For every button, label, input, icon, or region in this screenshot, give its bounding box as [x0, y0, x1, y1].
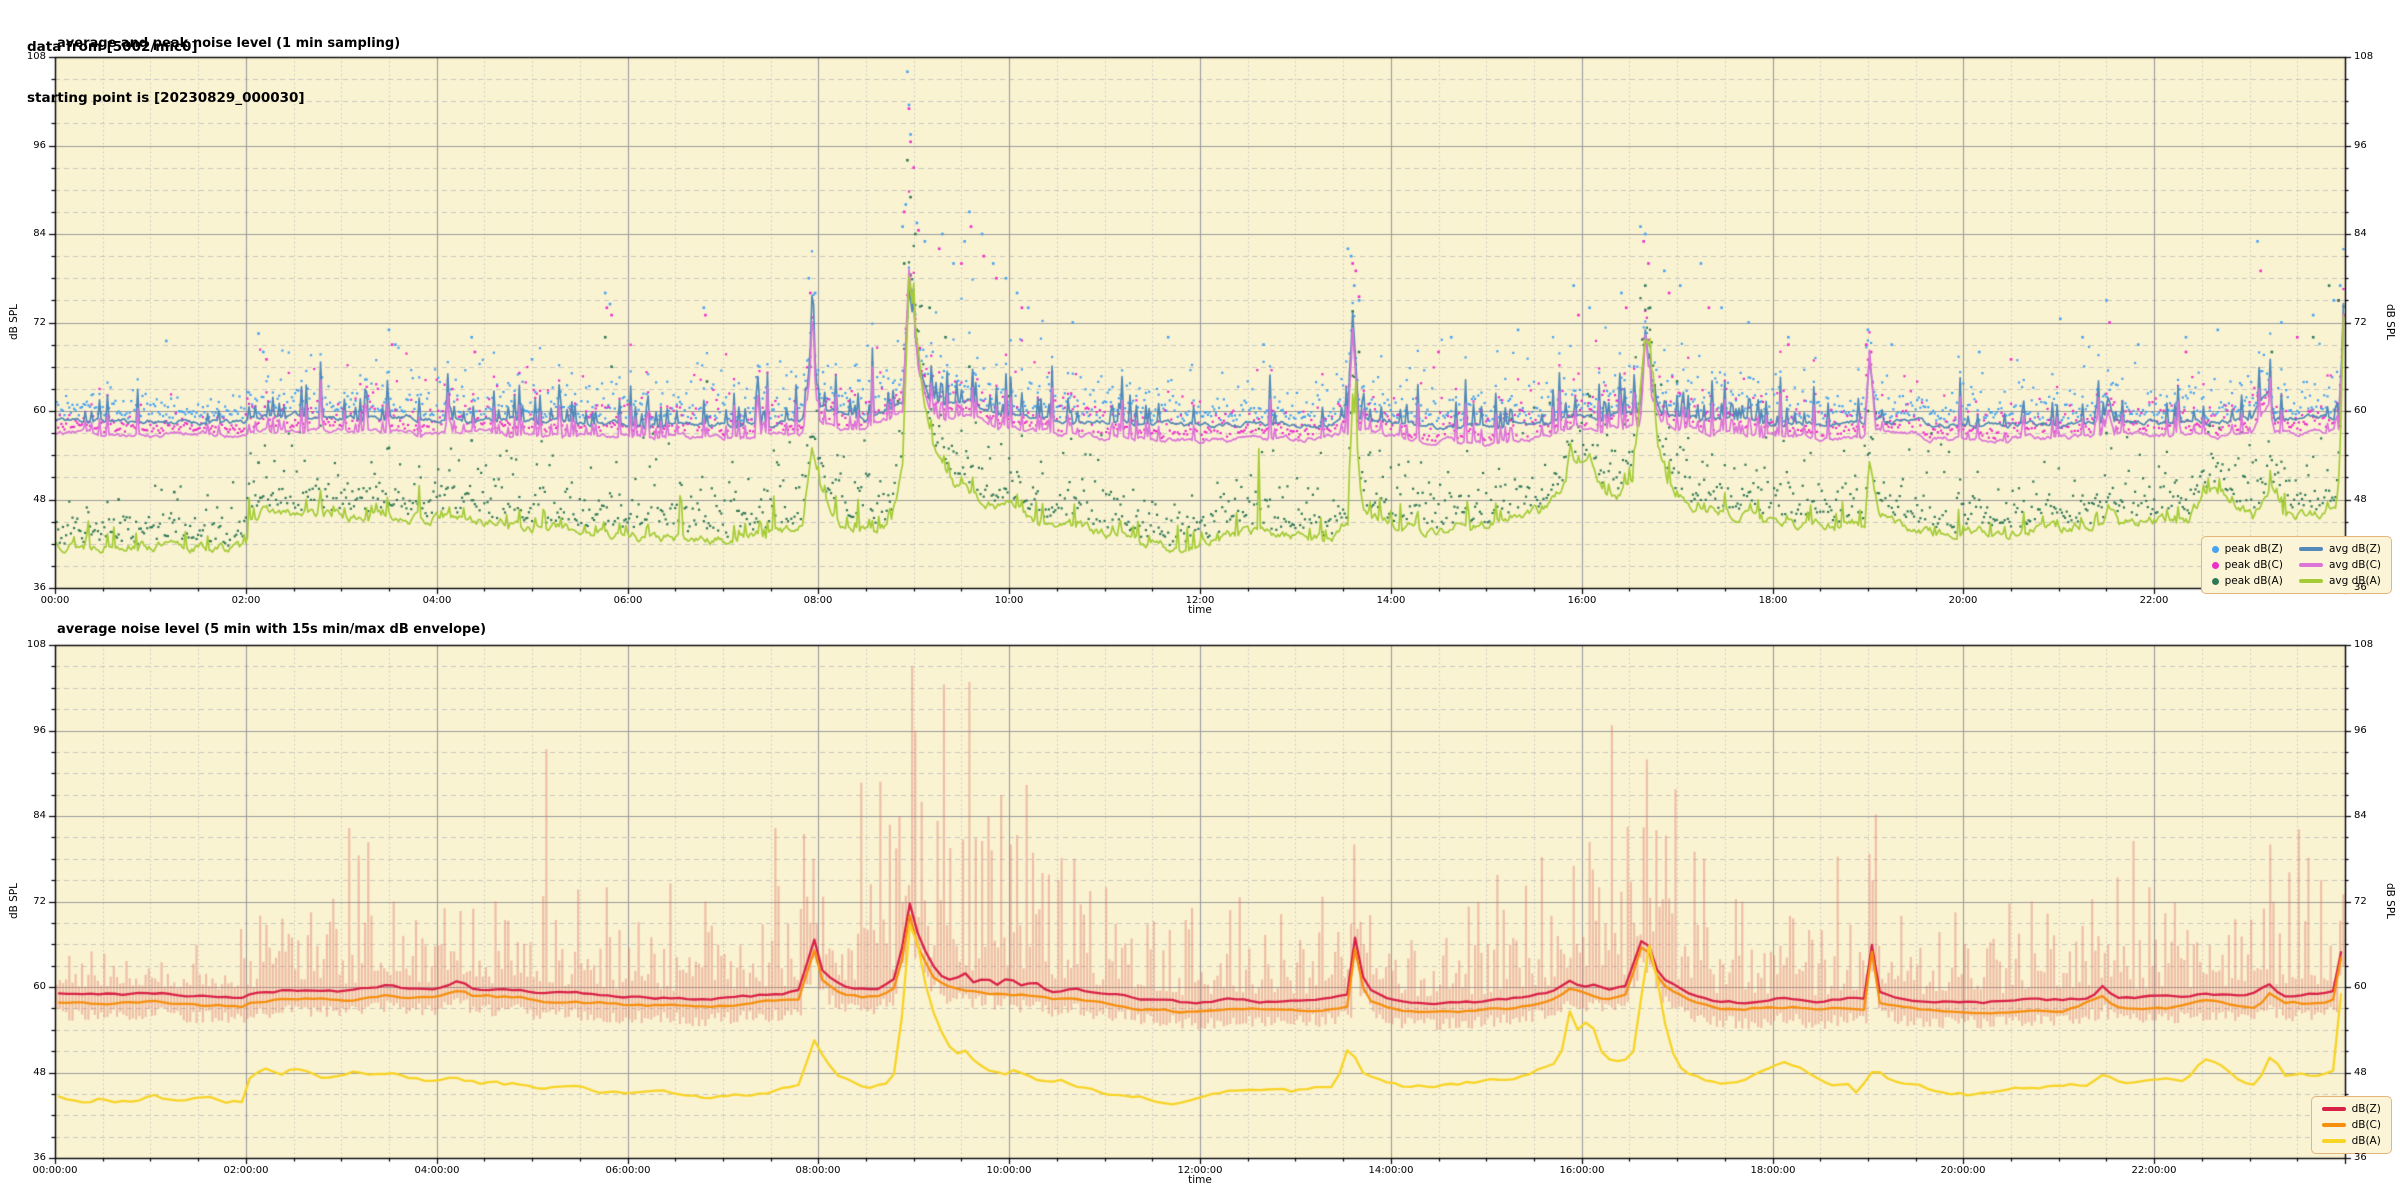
top-chart-title: average and peak noise level (1 min samp… — [57, 36, 401, 51]
ytick-right-36: 36 — [2354, 582, 2367, 593]
xtick-00:00: 00:00 — [40, 595, 70, 606]
ytick-left-60: 60 — [33, 981, 46, 992]
xtick-14:00:00: 14:00:00 — [1368, 1165, 1414, 1176]
header-line-source: data from [5002/mic0] — [27, 39, 198, 55]
ytick-right-60: 60 — [2354, 405, 2367, 416]
legend-column-avgs: avg dB(Z) avg dB(C) avg dB(A) — [2298, 542, 2381, 588]
xtick-16:00: 16:00 — [1567, 595, 1597, 606]
ytick-left-72: 72 — [33, 317, 46, 328]
legend-column-lines: dB(Z) dB(C) dB(A) — [2321, 1102, 2381, 1148]
xtick-10:00:00: 10:00:00 — [986, 1165, 1032, 1176]
ytick-left-84: 84 — [33, 810, 46, 821]
xtick-08:00:00: 08:00:00 — [795, 1165, 841, 1176]
ytick-left-36: 36 — [33, 582, 46, 593]
xtick-06:00:00: 06:00:00 — [605, 1165, 651, 1176]
ytick-left-48: 48 — [33, 1067, 46, 1078]
ytick-right-48: 48 — [2354, 1067, 2367, 1078]
xtick-04:00:00: 04:00:00 — [414, 1165, 460, 1176]
xtick-06:00: 06:00 — [613, 595, 643, 606]
legend-label: dB(C) — [2351, 1119, 2381, 1131]
legend-item-db-a-: dB(A) — [2321, 1134, 2381, 1148]
ytick-right-96: 96 — [2354, 140, 2367, 151]
legend-item-db-c-: dB(C) — [2321, 1118, 2381, 1132]
legend-label: dB(Z) — [2351, 1103, 2381, 1115]
ytick-right-48: 48 — [2354, 494, 2367, 505]
xtick-02:00:00: 02:00:00 — [223, 1165, 269, 1176]
legend-column-peaks: peak dB(Z) peak dB(C) peak dB(A) — [2211, 542, 2283, 588]
legend-item-db-z-: dB(Z) — [2321, 1102, 2381, 1116]
line-swatch-icon — [2298, 547, 2323, 551]
legend-item-peak-db-z-: peak dB(Z) — [2211, 542, 2283, 556]
dot-swatch-icon — [2211, 545, 2219, 553]
legend-label: avg dB(C) — [2328, 559, 2381, 571]
ytick-right-108: 108 — [2354, 51, 2374, 62]
bottom-chart-legend: dB(Z) dB(C) dB(A) — [2310, 1096, 2392, 1154]
legend-item-avg-db-a-: avg dB(A) — [2298, 574, 2381, 588]
xtick-12:00: 12:00 — [1185, 595, 1215, 606]
ytick-right-108: 108 — [2354, 639, 2374, 650]
ytick-left-48: 48 — [33, 494, 46, 505]
ytick-left-72: 72 — [33, 896, 46, 907]
ytick-left-96: 96 — [33, 140, 46, 151]
dot-swatch-icon — [2211, 577, 2219, 585]
legend-label: avg dB(A) — [2328, 575, 2381, 587]
ytick-left-36: 36 — [33, 1152, 46, 1163]
ytick-left-84: 84 — [33, 228, 46, 239]
xtick-22:00: 22:00 — [2139, 595, 2169, 606]
xtick-20:00: 20:00 — [1948, 595, 1978, 606]
ytick-left-60: 60 — [33, 405, 46, 416]
xtick-04:00: 04:00 — [422, 595, 452, 606]
dot-swatch-icon — [2211, 561, 2219, 569]
ytick-right-84: 84 — [2354, 810, 2367, 821]
xtick-16:00:00: 16:00:00 — [1559, 1165, 1605, 1176]
ytick-right-84: 84 — [2354, 228, 2367, 239]
legend-item-avg-db-c-: avg dB(C) — [2298, 558, 2381, 572]
ytick-right-72: 72 — [2354, 317, 2367, 328]
top-chart-ylabel-right: dB SPL — [2384, 303, 2396, 341]
ytick-right-36: 36 — [2354, 1152, 2367, 1163]
line-swatch-icon — [2321, 1139, 2346, 1143]
header: data from [5002/mic0] starting point is … — [27, 5, 305, 141]
xtick-08:00: 08:00 — [803, 595, 833, 606]
legend-label: peak dB(C) — [2224, 559, 2283, 571]
xtick-00:00:00: 00:00:00 — [32, 1165, 78, 1176]
legend-item-peak-db-c-: peak dB(C) — [2211, 558, 2283, 572]
xtick-10:00: 10:00 — [994, 595, 1024, 606]
top-chart-xlabel: time — [1188, 604, 1212, 616]
xtick-22:00:00: 22:00:00 — [2131, 1165, 2177, 1176]
legend-label: peak dB(A) — [2224, 575, 2283, 587]
ytick-left-108: 108 — [26, 51, 46, 62]
legend-label: avg dB(Z) — [2328, 543, 2381, 555]
xtick-18:00:00: 18:00:00 — [1750, 1165, 1796, 1176]
xtick-02:00: 02:00 — [231, 595, 261, 606]
line-swatch-icon — [2298, 579, 2323, 583]
header-line-start: starting point is [20230829_000030] — [27, 90, 305, 106]
ytick-left-96: 96 — [33, 725, 46, 736]
ytick-right-60: 60 — [2354, 981, 2367, 992]
line-swatch-icon — [2321, 1123, 2346, 1127]
ytick-right-72: 72 — [2354, 896, 2367, 907]
xtick-14:00: 14:00 — [1376, 595, 1406, 606]
bottom-chart-xlabel: time — [1188, 1174, 1212, 1186]
legend-label: dB(A) — [2351, 1135, 2381, 1147]
xtick-12:00:00: 12:00:00 — [1177, 1165, 1223, 1176]
line-swatch-icon — [2298, 563, 2323, 567]
xtick-18:00: 18:00 — [1758, 595, 1788, 606]
legend-item-peak-db-a-: peak dB(A) — [2211, 574, 2283, 588]
legend-item-avg-db-z-: avg dB(Z) — [2298, 542, 2381, 556]
legend-label: peak dB(Z) — [2224, 543, 2283, 555]
line-swatch-icon — [2321, 1107, 2346, 1111]
bottom-chart-title: average noise level (5 min with 15s min/… — [57, 622, 487, 637]
ytick-left-108: 108 — [26, 639, 46, 650]
xtick-20:00:00: 20:00:00 — [1940, 1165, 1986, 1176]
ytick-right-96: 96 — [2354, 725, 2367, 736]
top-chart-legend: peak dB(Z) peak dB(C) peak dB(A) avg dB(Z) a… — [2200, 536, 2392, 594]
bottom-chart-ylabel-right: dB SPL — [2384, 882, 2396, 920]
